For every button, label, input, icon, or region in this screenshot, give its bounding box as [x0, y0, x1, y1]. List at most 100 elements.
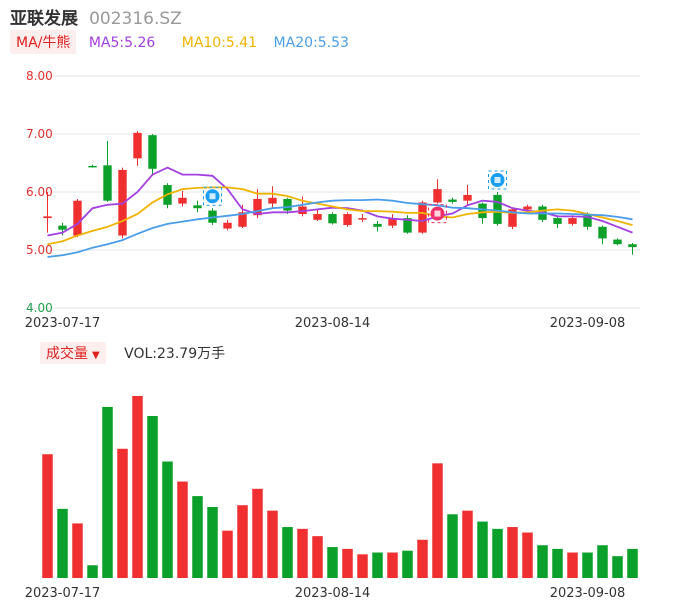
stock-code: 002316.SZ — [89, 9, 182, 29]
price-grid — [30, 75, 640, 309]
volume-bar — [297, 528, 308, 578]
signal-markers — [203, 170, 507, 224]
candle — [103, 140, 112, 202]
volume-bar — [552, 548, 563, 578]
candle — [433, 179, 442, 204]
y-tick-label: 4.00 — [26, 301, 53, 315]
ma10-line — [47, 186, 633, 246]
volume-bar — [147, 416, 158, 578]
stock-name: 亚联发展 — [10, 9, 78, 29]
chevron-down-icon: ▼ — [92, 350, 100, 361]
y-tick-label: 5.00 — [26, 243, 53, 257]
volume-value-label: VOL:23.79万手 — [124, 346, 226, 362]
volume-bar — [387, 552, 398, 578]
volume-bar — [222, 530, 233, 578]
volume-bar — [282, 527, 293, 578]
candle — [448, 197, 457, 204]
ma-selector-label: MA/牛熊 — [16, 35, 71, 51]
candle — [403, 215, 412, 234]
candle — [223, 219, 232, 231]
candle — [343, 212, 352, 227]
volume-selector-label: 成交量 — [46, 346, 88, 362]
price-x-axis: 2023-07-17 2023-08-14 2023-09-08 — [25, 316, 626, 331]
volume-bar — [357, 554, 368, 578]
volume-bar — [342, 548, 353, 578]
volume-bar — [207, 507, 218, 578]
y-tick-label: 8.00 — [26, 69, 53, 83]
volume-bar — [372, 552, 383, 578]
candle — [613, 238, 622, 246]
candle — [418, 200, 427, 234]
stock-header: 亚联发展 002316.SZ — [10, 4, 182, 29]
volume-bar — [327, 547, 338, 578]
volume-bar — [42, 454, 53, 578]
candle — [43, 192, 52, 233]
volume-bar — [102, 406, 113, 578]
x-tick-label: 2023-09-08 — [550, 316, 626, 331]
volume-bar — [597, 545, 608, 578]
candle — [328, 212, 337, 225]
volume-bar — [462, 510, 473, 578]
volume-bar — [447, 514, 458, 578]
bear-icon[interactable] — [488, 170, 507, 190]
volume-bar — [177, 481, 188, 578]
candle — [373, 221, 382, 232]
candle — [598, 225, 607, 245]
candle — [313, 209, 322, 221]
volume-bar — [537, 545, 548, 578]
candle — [628, 243, 637, 255]
moving-average-lines — [47, 166, 633, 258]
volume-legend: 成交量 ▼ VOL:23.79万手 — [40, 342, 226, 364]
volume-bar — [402, 550, 413, 578]
ma20-line — [47, 198, 633, 258]
volume-bar — [312, 536, 323, 578]
ma-legend: MA/牛熊 MA5:5.26 MA10:5.41 MA20:5.53 — [10, 30, 349, 54]
candle — [358, 214, 367, 223]
candle — [73, 198, 82, 238]
volume-bar — [162, 461, 173, 578]
volume-bar — [252, 488, 263, 578]
candle — [553, 215, 562, 228]
volume-bar — [132, 396, 143, 578]
volume-bar — [87, 565, 98, 578]
x-tick-label: 2023-07-17 — [25, 316, 101, 331]
y-tick-label: 6.00 — [26, 185, 53, 199]
bull-icon[interactable] — [428, 204, 447, 224]
volume-bar — [417, 539, 428, 578]
candle — [388, 214, 397, 228]
candle — [283, 197, 292, 215]
volume-bar — [567, 552, 578, 578]
candle — [193, 200, 202, 213]
volume-bar — [117, 448, 128, 578]
ma-indicator-selector[interactable]: MA/牛熊 — [10, 30, 77, 54]
volume-indicator-selector[interactable]: 成交量 ▼ — [40, 342, 106, 364]
x-tick-label: 2023-09-08 — [550, 586, 626, 601]
candle — [493, 192, 502, 226]
volume-bar — [492, 528, 503, 578]
x-tick-label: 2023-08-14 — [295, 586, 371, 601]
ma5-line — [47, 166, 633, 237]
volume-bar — [477, 521, 488, 578]
volume-bar — [72, 523, 83, 578]
y-tick-label: 7.00 — [26, 127, 53, 141]
x-tick-label: 2023-08-14 — [295, 316, 371, 331]
x-tick-label: 2023-07-17 — [25, 586, 101, 601]
volume-bar — [267, 510, 278, 578]
volume-bar — [57, 508, 68, 578]
volume-bar — [432, 463, 443, 578]
candle — [463, 185, 472, 205]
volume-bar — [507, 527, 518, 578]
candle — [178, 190, 187, 207]
bear-icon[interactable] — [203, 186, 222, 206]
price-y-axis: 8.00 7.00 6.00 5.00 4.00 — [26, 69, 53, 315]
candle — [133, 131, 142, 166]
candle — [88, 164, 97, 168]
volume-series — [42, 396, 638, 578]
volume-bar — [627, 548, 638, 578]
volume-bar — [192, 496, 203, 578]
volume-bar — [237, 505, 248, 578]
volume-bar — [522, 532, 533, 578]
ma10-label: MA10:5.41 — [181, 35, 258, 51]
candle — [268, 186, 277, 209]
volume-bar — [612, 556, 623, 578]
